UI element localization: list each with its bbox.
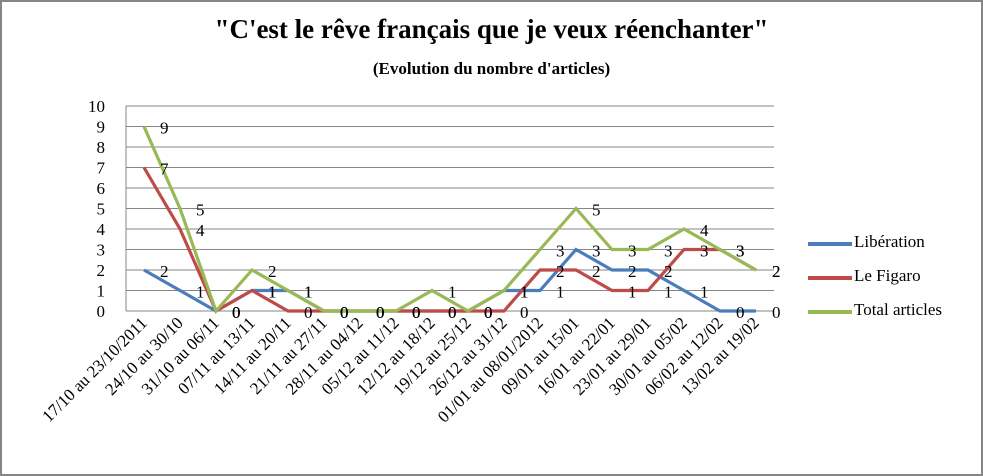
legend-label: Le Figaro <box>854 266 921 285</box>
svg-text:7: 7 <box>97 159 106 178</box>
svg-text:0: 0 <box>340 303 349 322</box>
svg-text:4: 4 <box>700 221 709 240</box>
svg-text:3: 3 <box>628 242 637 261</box>
svg-text:0: 0 <box>520 303 529 322</box>
chart-subtitle: (Evolution du nombre d'articles) <box>372 59 611 78</box>
svg-text:4: 4 <box>97 220 106 239</box>
svg-text:3: 3 <box>97 241 106 260</box>
svg-text:0: 0 <box>484 303 493 322</box>
series-line-2 <box>142 125 757 315</box>
svg-text:2: 2 <box>97 261 106 280</box>
svg-text:1: 1 <box>628 283 637 302</box>
svg-text:9: 9 <box>97 118 106 137</box>
legend-swatch-liberation <box>808 242 852 246</box>
svg-text:2: 2 <box>160 262 169 281</box>
svg-text:0: 0 <box>340 303 349 322</box>
svg-text:3: 3 <box>736 242 745 261</box>
svg-text:0: 0 <box>736 303 745 322</box>
svg-text:0: 0 <box>412 303 421 322</box>
svg-text:0: 0 <box>448 303 457 322</box>
svg-text:1: 1 <box>664 283 673 302</box>
legend-label: Total articles <box>854 300 943 319</box>
svg-text:3: 3 <box>736 242 745 261</box>
svg-text:0: 0 <box>304 303 313 322</box>
svg-text:1: 1 <box>556 283 565 302</box>
svg-text:1: 1 <box>520 283 529 302</box>
svg-text:2: 2 <box>268 262 277 281</box>
svg-text:1: 1 <box>700 283 709 302</box>
svg-text:1: 1 <box>196 283 205 302</box>
svg-text:10: 10 <box>88 97 105 116</box>
svg-text:0: 0 <box>232 303 241 322</box>
legend-label: Libération <box>854 232 925 251</box>
svg-text:1: 1 <box>304 283 313 302</box>
svg-text:2: 2 <box>628 262 637 281</box>
svg-text:1: 1 <box>304 283 313 302</box>
svg-text:0: 0 <box>772 303 781 322</box>
svg-text:3: 3 <box>592 242 601 261</box>
svg-text:1: 1 <box>448 283 457 302</box>
svg-text:2: 2 <box>664 262 673 281</box>
chart-title: "C'est le rêve français que je veux réen… <box>214 14 769 44</box>
svg-text:0: 0 <box>232 303 241 322</box>
svg-text:0: 0 <box>484 303 493 322</box>
svg-text:7: 7 <box>160 160 169 179</box>
svg-text:1: 1 <box>520 283 529 302</box>
svg-text:3: 3 <box>700 242 709 261</box>
svg-text:0: 0 <box>412 303 421 322</box>
svg-text:0: 0 <box>448 303 457 322</box>
gridlines <box>125 105 774 312</box>
svg-text:8: 8 <box>97 138 106 157</box>
svg-text:3: 3 <box>664 242 673 261</box>
svg-text:0: 0 <box>412 303 421 322</box>
svg-text:5: 5 <box>196 201 205 220</box>
svg-text:2: 2 <box>592 262 601 281</box>
svg-text:2: 2 <box>772 262 781 281</box>
y-axis-labels: 01 23 45 67 89 10 <box>88 97 106 321</box>
svg-text:0: 0 <box>376 303 385 322</box>
svg-text:4: 4 <box>196 221 205 240</box>
svg-text:1: 1 <box>97 282 106 301</box>
svg-text:0: 0 <box>97 302 106 321</box>
svg-text:6: 6 <box>97 179 106 198</box>
svg-text:3: 3 <box>556 242 565 261</box>
svg-text:0: 0 <box>340 303 349 322</box>
svg-text:1: 1 <box>268 283 277 302</box>
svg-text:2: 2 <box>556 262 565 281</box>
series-line-1 <box>142 166 757 314</box>
svg-text:5: 5 <box>592 201 601 220</box>
svg-text:0: 0 <box>232 303 241 322</box>
legend-swatch-le-figaro <box>808 276 852 280</box>
svg-text:0: 0 <box>376 303 385 322</box>
svg-text:9: 9 <box>160 119 169 138</box>
series-lines <box>142 125 757 315</box>
svg-text:5: 5 <box>97 200 106 219</box>
svg-text:0: 0 <box>484 303 493 322</box>
svg-text:1: 1 <box>268 283 277 302</box>
svg-text:2: 2 <box>772 262 781 281</box>
legend-swatch-total-articles <box>808 310 852 314</box>
svg-text:0: 0 <box>376 303 385 322</box>
